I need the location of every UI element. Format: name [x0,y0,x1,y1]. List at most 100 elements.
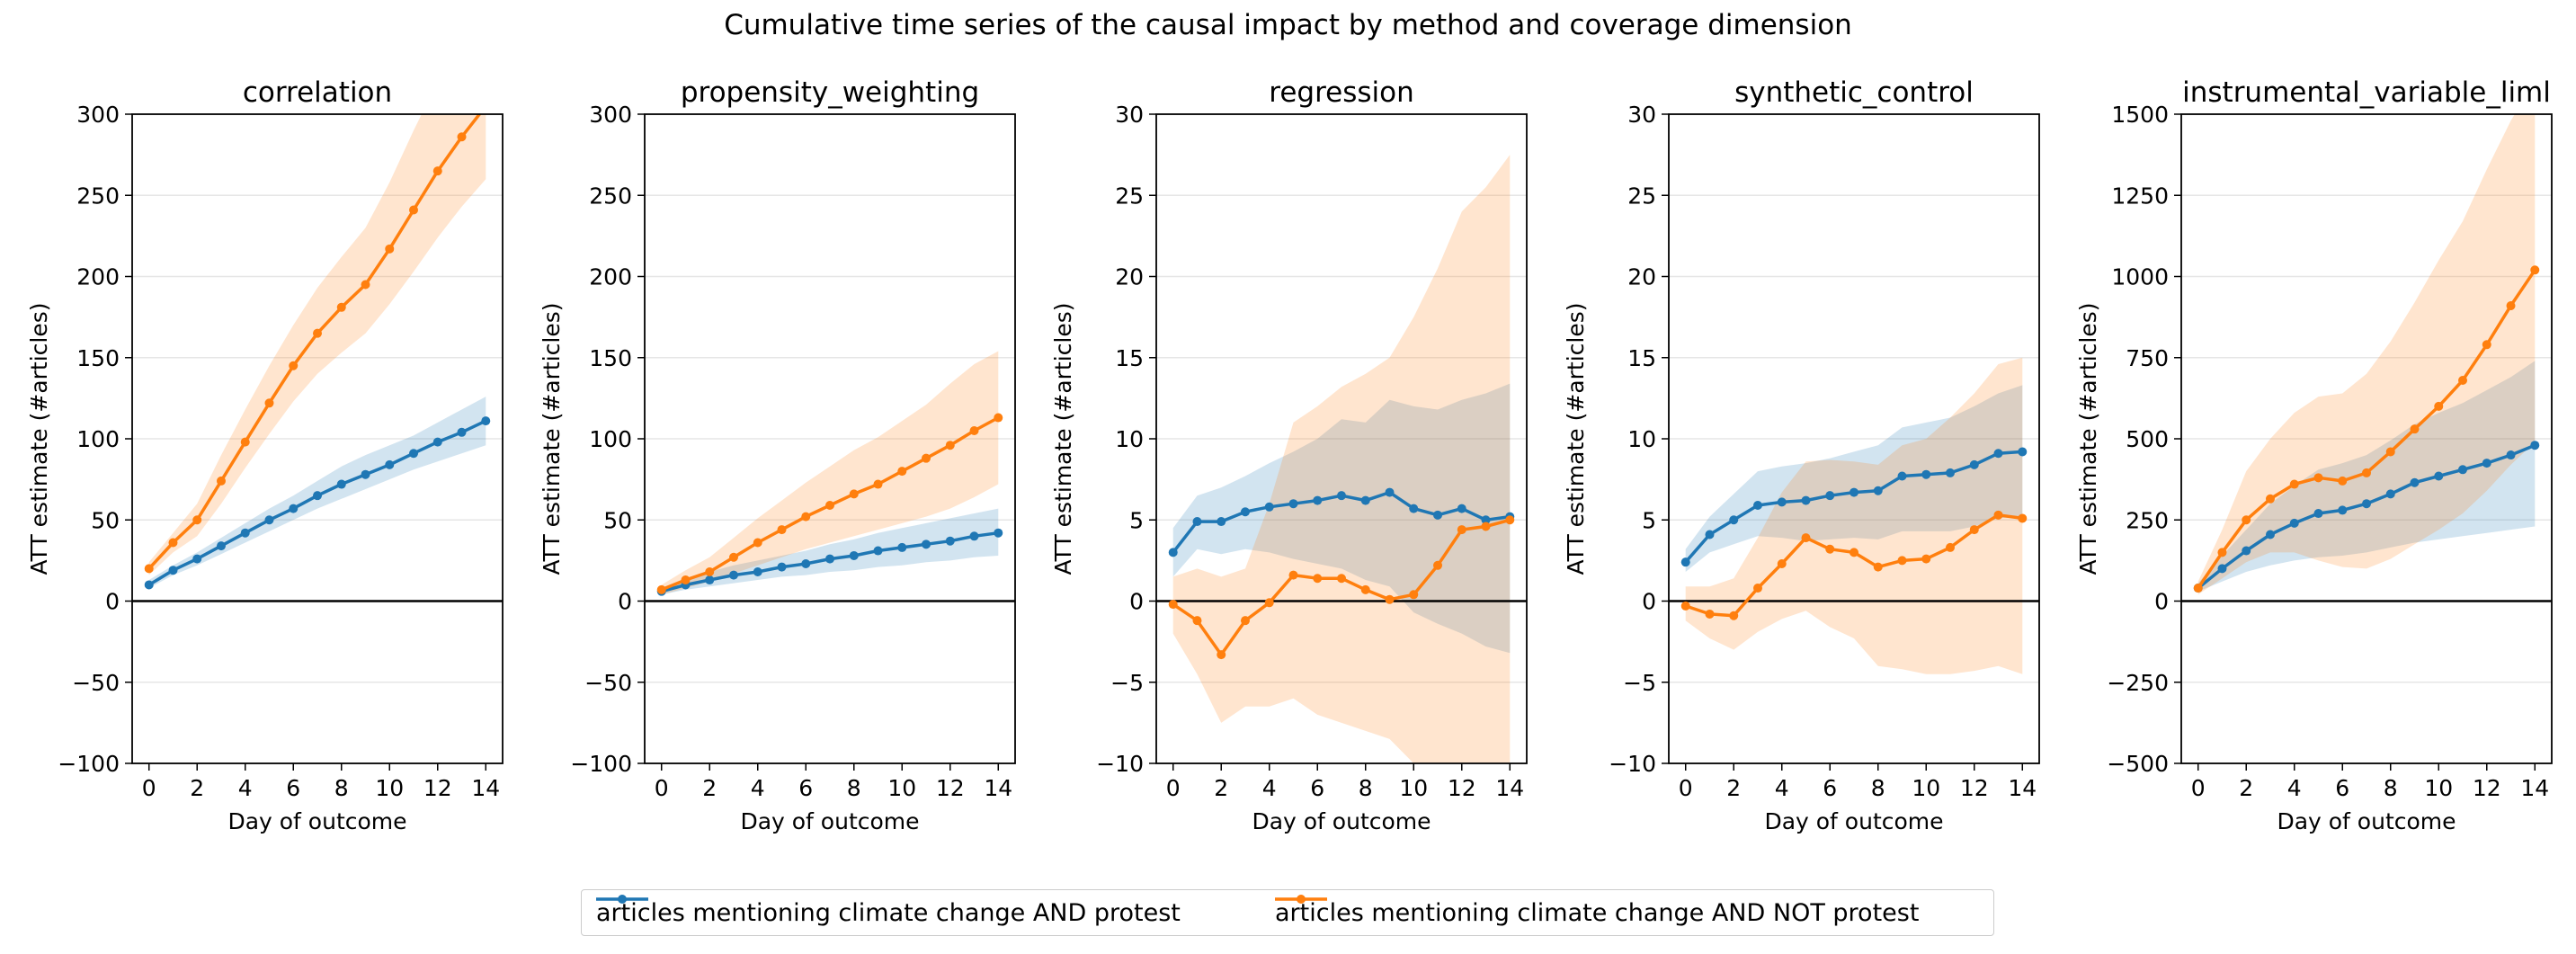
data-point-0-0-8 [336,479,346,489]
data-point-1-0-13 [969,531,979,541]
y-tick-label-3-5: 15 [1627,345,1656,371]
data-point-0-0-13 [457,427,467,437]
data-point-2-0-13 [1481,515,1491,525]
data-point-2-0-1 [1192,517,1202,527]
y-tick-label-0-4: 100 [76,426,120,452]
data-point-1-0-5 [777,562,787,572]
data-point-1-0-2 [705,575,715,585]
data-point-4-1-1 [2217,548,2227,557]
data-point-3-1-6 [1825,544,1835,554]
data-point-2-0-5 [1288,499,1298,509]
data-point-2-0-12 [1457,504,1466,513]
data-point-0-1-6 [289,361,299,370]
data-point-1-0-9 [873,546,883,556]
data-point-3-1-4 [1777,558,1787,568]
data-point-4-1-5 [2313,473,2323,483]
data-point-1-1-2 [705,567,715,577]
y-tick-label-0-6: 200 [76,264,120,290]
data-point-1-0-12 [945,536,955,546]
data-point-1-1-1 [681,575,691,585]
y-tick-label-0-2: 0 [105,589,120,615]
y-tick-label-3-6: 20 [1627,264,1656,290]
data-point-1-1-7 [825,501,834,511]
data-point-3-0-1 [1705,530,1715,539]
data-point-1-1-8 [849,489,859,499]
x-tick-label-3-6: 12 [1960,775,1989,801]
data-point-2-1-1 [1192,616,1202,626]
y-tick-label-3-0: −10 [1609,751,1656,777]
data-point-3-0-3 [1752,501,1762,511]
y-tick-label-1-2: 0 [618,589,632,615]
x-tick-label-4-3: 6 [2335,775,2349,801]
data-point-3-0-13 [1993,449,2003,459]
x-tick-label-4-0: 0 [2191,775,2206,801]
data-point-3-1-9 [1897,556,1907,566]
y-tick-label-3-4: 10 [1627,426,1656,452]
data-point-4-1-2 [2242,515,2251,525]
data-point-4-1-12 [2482,340,2491,350]
data-point-3-0-0 [1680,557,1690,567]
data-point-4-1-3 [2265,494,2275,504]
data-point-0-1-11 [409,205,419,215]
data-point-1-0-3 [728,570,738,580]
y-tick-label-4-5: 750 [2126,345,2169,371]
data-point-2-0-6 [1313,495,1323,505]
y-tick-label-1-7: 250 [589,183,632,209]
x-tick-label-2-2: 4 [1262,775,1277,801]
data-point-0-0-14 [481,416,491,426]
y-tick-label-4-7: 1250 [2111,183,2169,209]
y-tick-label-4-6: 1000 [2111,264,2169,290]
data-point-1-1-0 [656,584,666,594]
y-tick-label-1-5: 150 [589,345,632,371]
y-tick-label-3-1: −5 [1623,670,1656,696]
data-point-4-1-7 [2362,468,2371,477]
data-point-4-1-6 [2338,476,2348,486]
data-point-1-0-4 [753,567,762,577]
data-point-2-1-9 [1385,594,1395,604]
x-tick-label-3-2: 4 [1775,775,1789,801]
data-point-0-1-10 [385,244,395,254]
x-tick-label-4-2: 4 [2287,775,2302,801]
data-point-1-1-14 [994,413,1003,423]
data-point-0-0-6 [289,504,299,513]
x-axis-label-1: Day of outcome [740,808,919,834]
x-axis-label-3: Day of outcome [1764,808,1943,834]
data-point-0-0-5 [264,515,274,525]
y-tick-label-0-5: 150 [76,345,120,371]
x-tick-label-3-4: 8 [1871,775,1885,801]
data-point-1-0-14 [994,528,1003,538]
x-tick-label-0-2: 4 [238,775,253,801]
legend-item-protest: articles mentioning climate change AND p… [596,890,1181,935]
confidence-band-2-0 [1172,383,1511,654]
x-tick-label-2-4: 8 [1359,775,1373,801]
y-tick-label-3-8: 30 [1627,102,1656,128]
data-point-1-0-11 [922,539,931,549]
data-point-2-1-5 [1288,570,1298,580]
data-point-0-0-9 [361,469,370,479]
x-tick-label-1-0: 0 [655,775,669,801]
data-point-0-1-9 [361,280,370,290]
legend-label-not-protest: articles mentioning climate change AND N… [1275,898,1920,927]
data-point-3-1-12 [1969,525,1979,535]
data-point-2-1-8 [1360,584,1370,594]
data-point-2-0-8 [1360,495,1370,505]
data-point-1-1-11 [922,453,931,463]
y-tick-label-1-0: −100 [570,751,632,777]
confidence-band-2-1 [1172,155,1511,763]
x-tick-label-1-4: 8 [847,775,861,801]
x-tick-label-1-7: 14 [984,775,1012,801]
legend-label-protest: articles mentioning climate change AND p… [596,898,1181,927]
y-tick-label-2-6: 20 [1115,264,1144,290]
plot-area-1 [645,351,1015,602]
data-point-3-0-7 [1850,487,1858,497]
y-tick-label-1-1: −50 [584,670,632,696]
data-point-3-1-0 [1680,601,1690,611]
x-tick-label-4-7: 14 [2520,775,2549,801]
y-tick-label-4-3: 250 [2126,507,2169,533]
y-tick-label-4-0: −500 [2107,751,2169,777]
data-point-4-1-0 [2193,584,2203,593]
data-point-0-1-0 [144,564,154,574]
data-point-3-1-5 [1801,533,1811,543]
y-tick-label-2-7: 25 [1115,183,1144,209]
data-point-1-1-6 [801,512,811,522]
